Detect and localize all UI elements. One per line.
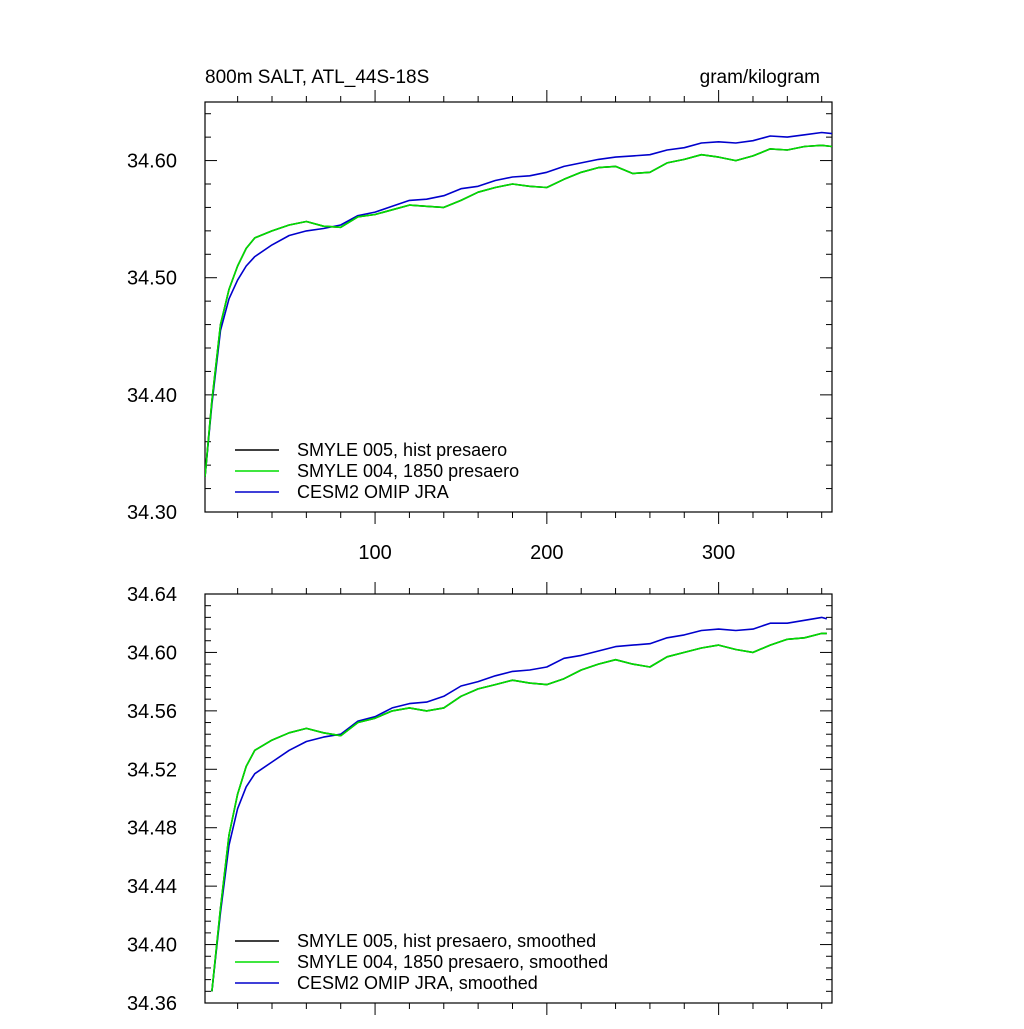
y-tick-label: 34.52 [127,759,177,781]
y-tick-label: 34.60 [127,151,177,173]
legend-entry-2: SMYLE 004, 1850 presaero [297,461,519,481]
legend-entry-1: SMYLE 005, hist presaero [297,440,507,460]
y-tick-label: 34.64 [127,584,177,606]
series-line-1 [205,144,832,477]
series-line-3 [205,131,832,477]
chart-panel-2: 34.36 34.40 34.44 34.48 34.52 34.56 34.60 34.64… [127,582,833,1015]
y-tick-label: 34.56 [127,701,177,723]
units-label: gram/kilogram [700,67,820,88]
y-tick-label: 34.60 [127,642,177,664]
y-tick-label: 34.44 [127,876,177,898]
x-tick-label: 300 [702,542,735,564]
series-line-3 [211,616,828,992]
y-tick-label: 34.40 [127,935,177,957]
series-line-2 [205,144,832,477]
y-tick-label: 34.50 [127,268,177,290]
x-tick-label: 200 [530,542,563,564]
y-tick-label: 34.30 [127,502,177,524]
legend-entry-3: CESM2 OMIP JRA, smoothed [297,973,538,993]
y-tick-label: 34.36 [127,993,177,1015]
legend-entry-1: SMYLE 005, hist presaero, smoothed [297,931,596,951]
y-tick-label: 34.40 [127,385,177,407]
chart-title: 800m SALT, ATL_44S-18S [205,67,429,88]
x-tick-label: 100 [358,542,391,564]
legend-entry-3: CESM2 OMIP JRA [297,482,449,502]
chart-panel-1: 100 200 300 34.30 34.40 34.50 34.60 800m SALT, … [127,67,833,564]
y-tick-label: 34.48 [127,818,177,840]
legend-entry-2: SMYLE 004, 1850 presaero, smoothed [297,952,608,972]
series-line-2 [211,632,827,992]
plot-frame [204,101,833,513]
plot-frame [204,593,833,1004]
